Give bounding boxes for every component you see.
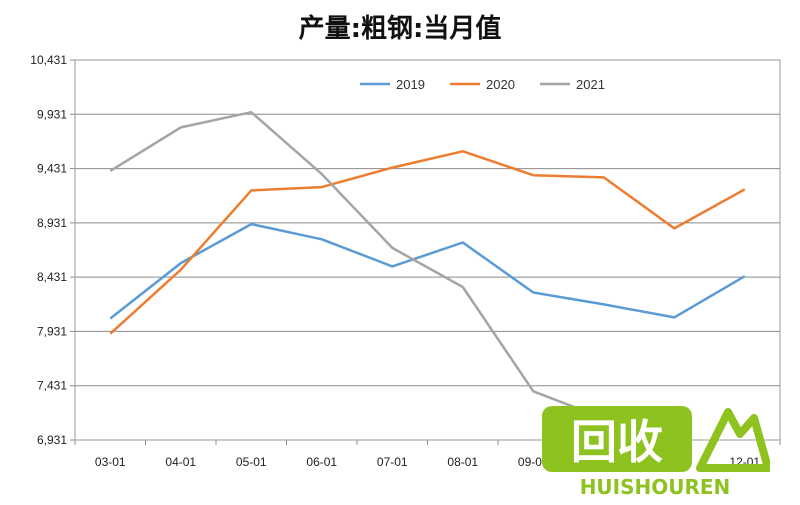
grid <box>75 59 780 441</box>
x-tick-label: 06-01 <box>306 455 337 469</box>
series-line-2021 <box>109 110 605 420</box>
watermark-logo-bg <box>542 406 692 472</box>
y-tick-label: 7,931 <box>37 324 67 338</box>
chart-title: 产量:粗钢:当月值 <box>299 14 502 44</box>
y-tick-label: 9,431 <box>37 162 67 176</box>
legend: 2019 2020 2021 <box>360 77 605 92</box>
series-line-2019 <box>109 222 746 320</box>
watermark-logo-text: 回收 <box>571 415 663 469</box>
x-tick-label: 09-01 <box>518 455 549 469</box>
watermark-mountain-icon <box>696 408 772 472</box>
series-lines <box>109 110 746 420</box>
series-line-2020 <box>109 150 746 335</box>
y-tick-label: 7,431 <box>37 379 67 393</box>
x-tick-label: 08-01 <box>447 455 478 469</box>
legend-label-2019: 2019 <box>396 77 425 92</box>
y-tick-label: 9,931 <box>37 107 67 121</box>
y-tick-label: 8,931 <box>37 216 67 230</box>
legend-label-2020: 2020 <box>486 77 515 92</box>
y-tick-label: 8,431 <box>37 270 67 284</box>
watermark: 回收 HUISHOUREN <box>540 404 772 500</box>
plot-frame <box>74 59 781 441</box>
watermark-brand-text: HUISHOUREN <box>580 475 731 499</box>
y-tick-label: 10,431 <box>30 53 67 67</box>
x-tick-label: 07-01 <box>377 455 408 469</box>
y-tick-label: 6,931 <box>37 433 67 447</box>
legend-label-2021: 2021 <box>576 77 605 92</box>
watermark-logo: 回收 HUISHOUREN <box>542 406 772 499</box>
x-tick-label: 05-01 <box>236 455 267 469</box>
y-axis-ticks: 10,431 9,931 9,431 8,931 8,431 7,931 7,431 6,93… <box>30 53 75 447</box>
x-tick-label: 04-01 <box>165 455 196 469</box>
x-tick-label: 03-01 <box>95 455 126 469</box>
